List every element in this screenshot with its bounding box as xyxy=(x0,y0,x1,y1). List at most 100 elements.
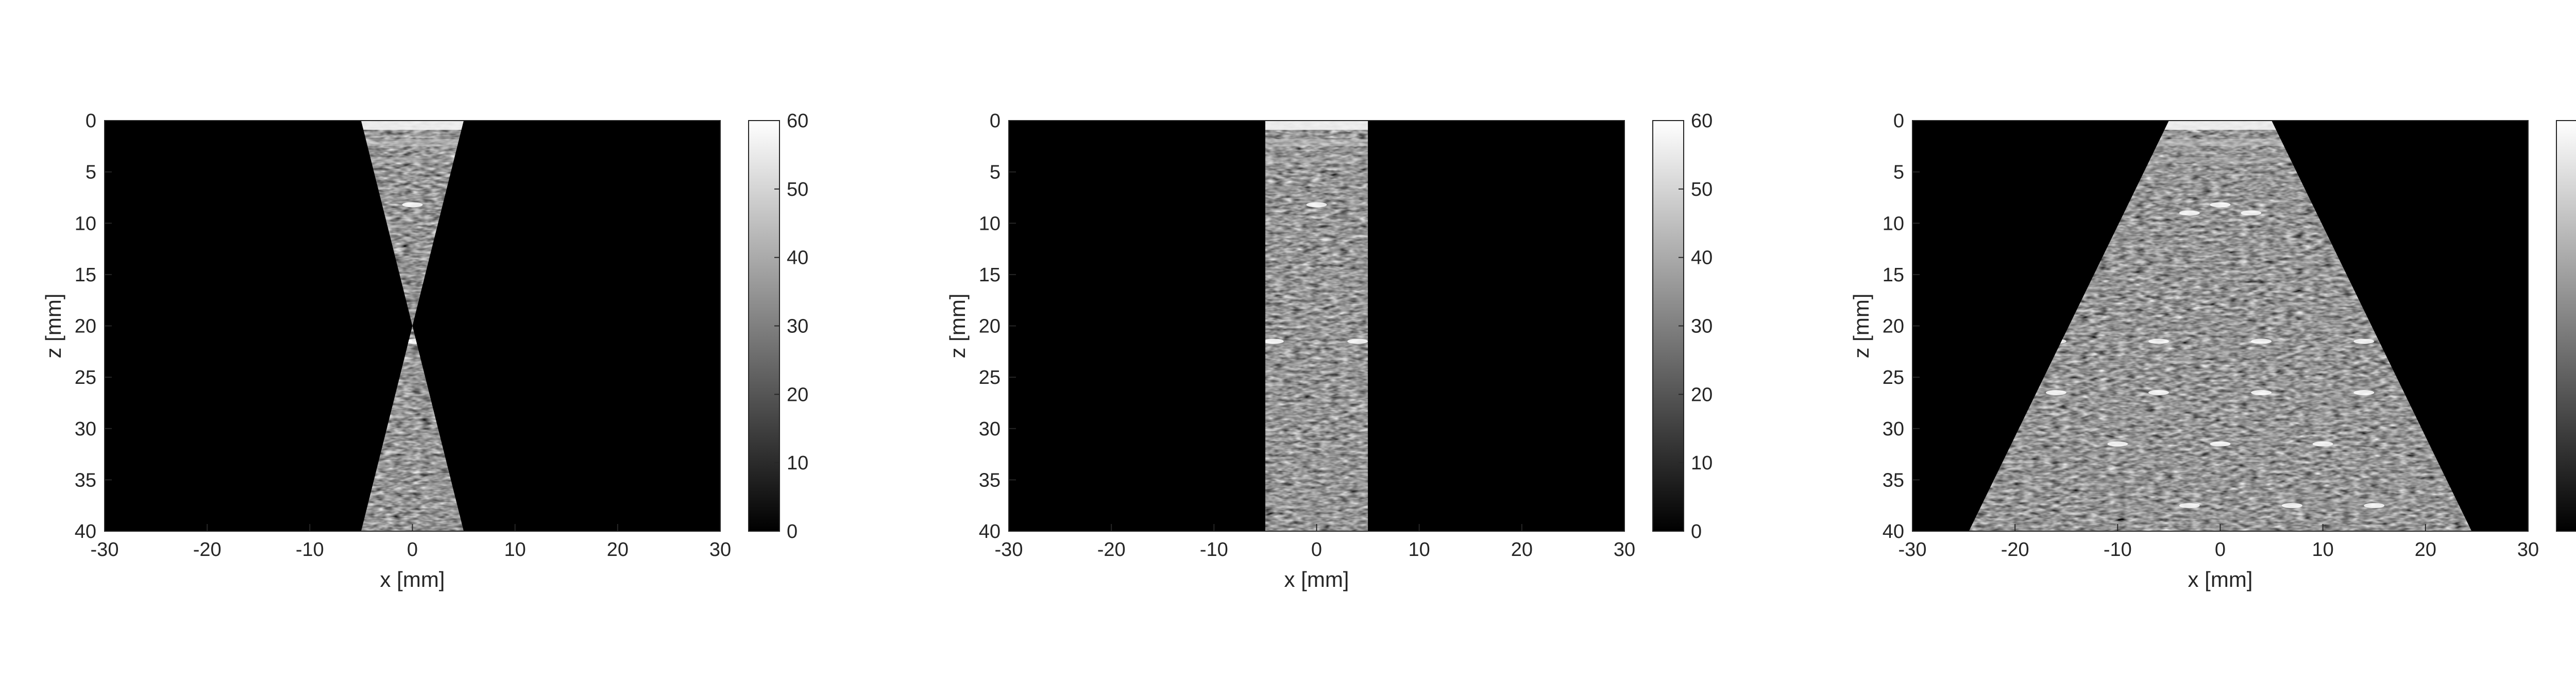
point-target xyxy=(2210,441,2231,447)
reverberation-band xyxy=(361,157,464,163)
point-target xyxy=(2281,503,2302,509)
y-tick-label: 0 xyxy=(86,110,96,132)
point-target xyxy=(1265,339,1284,344)
y-tick-label: 35 xyxy=(75,469,96,491)
x-tick-label: -20 xyxy=(1097,539,1126,561)
x-tick-label: -10 xyxy=(296,539,324,561)
x-tick-label: -30 xyxy=(1899,539,1927,561)
colorbar-tick-label: 40 xyxy=(787,247,808,269)
x-tick-label: 10 xyxy=(1409,539,1430,561)
point-target xyxy=(2241,210,2262,216)
point-target xyxy=(2179,210,2200,216)
x-tick-label: -10 xyxy=(1200,539,1228,561)
point-target xyxy=(402,202,423,208)
x-tick-label: -30 xyxy=(995,539,1023,561)
reverberation-band xyxy=(1265,157,1368,163)
y-tick-label: 20 xyxy=(979,316,1001,337)
x-tick-label: 30 xyxy=(1614,539,1635,561)
y-tick-label: 10 xyxy=(979,213,1001,234)
y-tick-label: 0 xyxy=(990,110,1001,132)
y-tick-label: 15 xyxy=(1883,264,1904,286)
y-tick-label: 5 xyxy=(1893,162,1904,183)
x-tick-label: 20 xyxy=(1511,539,1533,561)
x-tick-label: 0 xyxy=(407,539,418,561)
x-tick-label: 30 xyxy=(709,539,731,561)
x-axis-label: x [mm] xyxy=(380,567,445,592)
chart-panel-1: -30 -20 -10 0 10 20 30 0 5 10 15 20 25 30 35 40 x [mm] z … xyxy=(41,110,808,592)
point-target xyxy=(2210,202,2231,208)
x-tick-label: -10 xyxy=(2104,539,2132,561)
y-tick-label: 20 xyxy=(75,316,96,337)
colorbar-tick-label: 60 xyxy=(1691,110,1713,132)
point-target xyxy=(2148,339,2169,344)
near-field-band xyxy=(1265,121,1368,130)
y-tick-label: 25 xyxy=(75,367,96,388)
x-axis-label: x [mm] xyxy=(1284,567,1349,592)
point-target xyxy=(2251,339,2272,344)
y-tick-label: 15 xyxy=(75,264,96,286)
colorbar-tick-label: 30 xyxy=(787,316,808,337)
insonified-region xyxy=(1265,121,1368,531)
point-target xyxy=(2353,390,2375,396)
point-target xyxy=(2179,503,2200,509)
y-axis-label: z [mm] xyxy=(41,294,65,359)
x-tick-label: 20 xyxy=(607,539,629,561)
y-tick-label: 0 xyxy=(1893,110,1904,132)
colorbar-tick-label: 0 xyxy=(787,521,798,543)
x-axis-label: x [mm] xyxy=(2188,567,2253,592)
y-tick-label: 5 xyxy=(990,162,1001,183)
point-target xyxy=(2312,441,2333,447)
colorbar-tick-label: 20 xyxy=(1691,384,1713,405)
y-tick-label: 40 xyxy=(75,521,96,543)
chart-panel-3: -30 -20 -10 0 10 20 30 0 5 10 15 20 25 30 35 40 x [mm] z … xyxy=(1849,110,2576,592)
y-tick-label: 40 xyxy=(1883,521,1904,543)
y-axis-label: z [mm] xyxy=(1849,294,1873,359)
y-tick-label: 35 xyxy=(979,469,1001,491)
y-tick-label: 30 xyxy=(979,418,1001,440)
y-tick-label: 10 xyxy=(1883,213,1904,234)
x-tick-label: 30 xyxy=(2517,539,2539,561)
y-tick-label: 5 xyxy=(86,162,96,183)
point-target xyxy=(2251,390,2272,396)
colorbar-tick-label: 0 xyxy=(1691,521,1702,543)
point-target xyxy=(2107,441,2128,447)
y-tick-label: 10 xyxy=(75,213,96,234)
point-target xyxy=(1306,202,1327,208)
point-target xyxy=(2353,339,2375,344)
x-tick-label: 20 xyxy=(2415,539,2436,561)
colorbar: 0 10 20 30 40 50 60 xyxy=(748,110,808,543)
colorbar-tick-label: 10 xyxy=(1691,452,1713,474)
point-target xyxy=(1347,339,1368,344)
y-tick-label: 15 xyxy=(979,264,1001,286)
y-axis-label: z [mm] xyxy=(945,294,970,359)
colorbar-tick-label: 40 xyxy=(1691,247,1713,269)
colorbar: 0 10 20 30 40 50 60 xyxy=(1652,110,1713,543)
x-tick-label: -20 xyxy=(2001,539,2029,561)
y-tick-label: 20 xyxy=(1883,316,1904,337)
chart-panel-2: -30 -20 -10 0 10 20 30 0 5 10 15 20 25 30 35 40 x [mm] z … xyxy=(945,110,1713,592)
y-tick-label: 25 xyxy=(979,367,1001,388)
x-tick-label: 0 xyxy=(1311,539,1322,561)
colorbar-gradient xyxy=(2556,120,2576,532)
y-tick-label: 30 xyxy=(1883,418,1904,440)
near-field-band xyxy=(361,121,464,130)
x-tick-label: 0 xyxy=(2215,539,2226,561)
reverberation-band xyxy=(361,139,464,146)
colorbar-tick-label: 10 xyxy=(787,452,808,474)
colorbar-tick-label: 20 xyxy=(787,384,808,405)
point-target xyxy=(2364,503,2385,509)
colorbar-tick-label: 60 xyxy=(787,110,808,132)
colorbar-tick-label: 50 xyxy=(787,179,808,200)
x-tick-label: -30 xyxy=(91,539,119,561)
point-target xyxy=(2045,390,2066,396)
x-tick-label: 10 xyxy=(504,539,526,561)
y-tick-label: 25 xyxy=(1883,367,1904,388)
reverberation-band xyxy=(1969,157,2472,163)
colorbar-tick-label: 50 xyxy=(1691,179,1713,200)
y-tick-label: 40 xyxy=(979,521,1001,543)
y-tick-label: 35 xyxy=(1883,469,1904,491)
reverberation-band xyxy=(1265,139,1368,146)
colorbar-tick-label: 30 xyxy=(1691,316,1713,337)
